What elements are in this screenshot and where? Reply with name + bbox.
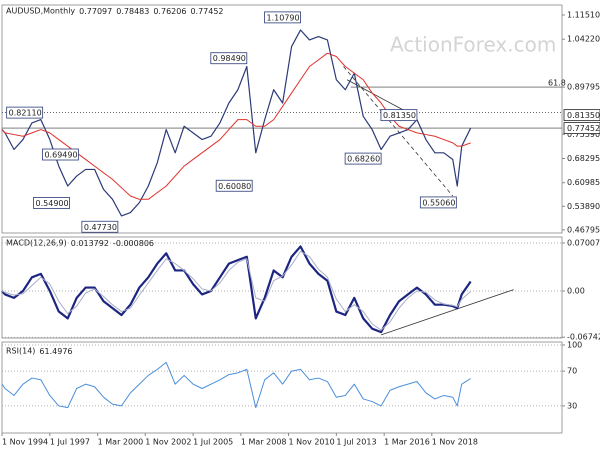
annotation-box <box>33 197 70 209</box>
y-tick-label: 1.04220 <box>567 35 600 44</box>
annotation-label: 0.82110 <box>9 109 42 118</box>
annotation-box <box>6 106 44 119</box>
annotation-box <box>42 148 79 161</box>
header-value: 0.77452 <box>190 7 223 16</box>
y-tick-label: 0.070071 <box>567 238 600 247</box>
level-label: 61.8 <box>548 79 566 88</box>
x-tick-label: 1 Mar 2000 <box>98 438 144 447</box>
x-tick-label: 1 Jul 1997 <box>50 438 90 447</box>
annotation-label: 0.98490 <box>213 54 246 63</box>
annotation-label: 0.81350 <box>383 111 416 120</box>
annotation-label: 0.54900 <box>36 199 69 208</box>
header-value: 0.76206 <box>153 7 186 16</box>
y-tick-label: 1.11510 <box>567 10 600 19</box>
x-tick-label: 1 Mar 2008 <box>241 438 287 447</box>
watermark: ActionForex.com <box>390 33 556 57</box>
header-value: -0.000806 <box>113 239 154 248</box>
x-tick-label: 1 Nov 2002 <box>145 438 191 447</box>
y-tick-label: 0.00 <box>567 286 585 295</box>
y-tick-label: 0.60985 <box>567 178 600 187</box>
series-line <box>1 250 471 331</box>
panel-frame <box>1 4 563 234</box>
panel-frame <box>1 341 563 434</box>
annotation-box <box>419 196 457 209</box>
axis-label-box <box>563 122 600 134</box>
annotation-label: 0.55060 <box>422 198 455 207</box>
y-tick-label: 0.89795 <box>567 83 600 92</box>
header-value: 0.78483 <box>116 7 149 16</box>
series-line <box>1 361 471 409</box>
y-tick-label: 30 <box>567 401 577 410</box>
x-tick-label: 1 Mar 2016 <box>384 438 430 447</box>
series-line <box>1 245 472 334</box>
y-tick-label: 0.75590 <box>567 130 600 139</box>
x-tick-label: 1 Nov 1994 <box>2 438 48 447</box>
annotation-box <box>215 179 253 192</box>
panel-header: MACD(12,26,9) 0.013792 -0.000806 <box>6 239 154 248</box>
annotation-box <box>380 109 418 122</box>
annotation-box <box>81 220 119 233</box>
annotation-label: 0.47730 <box>84 223 117 232</box>
axis-label: 0.81350 <box>567 111 600 120</box>
header-value: 0.77097 <box>79 7 112 16</box>
trend-line <box>380 289 514 336</box>
y-tick-label: 0.68295 <box>567 154 600 163</box>
x-tick-label: 1 Jul 2005 <box>193 438 233 447</box>
annotation-label: 0.69490 <box>44 151 77 160</box>
annotation-box <box>344 152 382 165</box>
y-tick-label: -0.067423 <box>567 333 600 342</box>
annotation-box <box>264 11 301 24</box>
header-value: 61.4976 <box>39 347 72 356</box>
panel-frame <box>1 236 563 339</box>
y-tick-label: 70 <box>567 367 577 376</box>
y-tick-label: 100 <box>567 341 582 350</box>
x-tick-label: 1 Jul 2013 <box>336 438 376 447</box>
y-tick-label: 0.46795 <box>567 225 600 234</box>
axis-label: 0.77452 <box>567 124 600 133</box>
annotation-box <box>210 52 248 65</box>
x-tick-label: 1 Nov 2010 <box>289 438 335 447</box>
annotation-label: 0.68260 <box>347 155 380 164</box>
annotation-label: 0.60080 <box>218 182 251 191</box>
axis-label-box <box>563 109 600 122</box>
x-tick-label: 1 Nov 2018 <box>432 438 478 447</box>
header-value: 0.013792 <box>71 239 109 248</box>
y-tick-label: 0.53890 <box>567 202 600 211</box>
panel-header: RSI(14) 61.4976 <box>6 347 73 356</box>
annotation-label: 1.10790 <box>267 13 300 22</box>
series-line <box>1 29 472 217</box>
